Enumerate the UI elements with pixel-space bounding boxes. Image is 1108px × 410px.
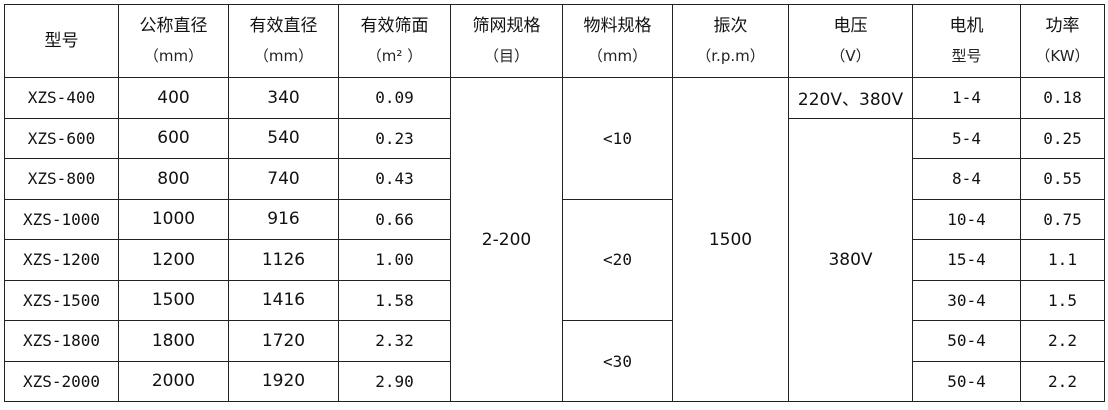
table-row: XZS-1800 1800 1720 2.32 <30 50-4 2.2 <box>4 320 1105 402</box>
header-effective-diameter: 有效直径 （mm） <box>228 4 339 78</box>
cell-effective-area: 0.66 <box>338 198 451 240</box>
table-row: XZS-2000 2000 1920 2.90 50-4 2.2 <box>4 360 1105 402</box>
cell-model: XZS-2000 <box>4 360 119 402</box>
table-row: XZS-800 800 740 0.43 8-4 0.55 <box>4 158 1105 200</box>
cell-nominal-diameter: 1000 <box>118 198 229 240</box>
cell-effective-diameter: 916 <box>228 198 339 240</box>
header-title: 有效筛面 <box>360 16 429 36</box>
header-title: 筛网规格 <box>472 16 541 36</box>
header-power: 功率 （KW） <box>1020 4 1105 78</box>
header-vibration: 振次 （r.p.m） <box>672 4 789 78</box>
header-unit: （mm） <box>143 47 204 65</box>
header-voltage: 电压 （V） <box>788 4 913 78</box>
cell-model: XZS-400 <box>4 77 119 119</box>
cell-voltage: 380V <box>788 117 913 402</box>
cell-material-spec: <30 <box>562 320 673 402</box>
cell-effective-area: 2.32 <box>338 320 451 362</box>
cell-material-spec: <10 <box>562 77 673 200</box>
table-row: XZS-400 400 340 0.09 2-200 <10 1500 220V、380V 1-… <box>4 77 1105 402</box>
cell-effective-area: 2.90 <box>338 360 451 402</box>
cell-model: XZS-1000 <box>4 198 119 240</box>
header-title: 功率 <box>1045 16 1080 36</box>
header-unit: （目） <box>483 47 529 65</box>
cell-model: XZS-1500 <box>4 279 119 321</box>
cell-power: 2.2 <box>1020 320 1105 362</box>
cell-motor-model: 50-4 <box>912 320 1021 362</box>
header-unit: （mm） <box>587 47 648 65</box>
header-unit: （V） <box>830 47 871 65</box>
header-unit: （m² ） <box>366 47 423 65</box>
cell-nominal-diameter: 1200 <box>118 239 229 281</box>
cell-motor-model: 8-4 <box>912 158 1021 200</box>
header-effective-area: 有效筛面 （m² ） <box>338 4 451 78</box>
cell-effective-area: 0.23 <box>338 117 451 159</box>
table-row: XZS-1500 1500 1416 1.58 30-4 1.5 <box>4 279 1105 321</box>
header-unit: 型号 <box>951 47 982 65</box>
cell-model: XZS-1200 <box>4 239 119 281</box>
header-title: 振次 <box>713 16 748 36</box>
header-motor-model: 电机 型号 <box>912 4 1021 78</box>
cell-effective-area: 0.43 <box>338 158 451 200</box>
spec-table: 型号 公称直径 （mm） 有效直径 （mm） 有效筛面 （m² ） 筛网规格 （目） 物料规格 （m… <box>4 4 1105 402</box>
cell-power: 0.55 <box>1020 158 1105 200</box>
header-nominal-diameter: 公称直径 （mm） <box>118 4 229 78</box>
header-mesh-spec: 筛网规格 （目） <box>450 4 563 78</box>
header-model: 型号 <box>4 4 119 78</box>
cell-power: 0.18 <box>1020 77 1105 119</box>
cell-effective-area: 1.58 <box>338 279 451 321</box>
table-row: XZS-600 600 540 0.23 380V 5-4 0.25 <box>4 117 1105 402</box>
header-material-spec: 物料规格 （mm） <box>562 4 673 78</box>
header-title: 电压 <box>833 16 868 36</box>
cell-model: XZS-600 <box>4 117 119 159</box>
cell-motor-model: 5-4 <box>912 117 1021 159</box>
cell-motor-model: 1-4 <box>912 77 1021 119</box>
cell-effective-area: 0.09 <box>338 77 451 119</box>
cell-nominal-diameter: 600 <box>118 117 229 159</box>
cell-effective-diameter: 540 <box>228 117 339 159</box>
cell-effective-diameter: 1920 <box>228 360 339 402</box>
cell-effective-area: 1.00 <box>338 239 451 281</box>
cell-motor-model: 30-4 <box>912 279 1021 321</box>
header-row: 型号 公称直径 （mm） 有效直径 （mm） 有效筛面 （m² ） 筛网规格 （目） 物料规格 （m… <box>4 4 1105 78</box>
cell-power: 0.25 <box>1020 117 1105 159</box>
cell-nominal-diameter: 1500 <box>118 279 229 321</box>
header-title: 电机 <box>949 16 984 36</box>
cell-power: 0.75 <box>1020 198 1105 240</box>
cell-vibration: 1500 <box>672 77 789 402</box>
cell-model: XZS-800 <box>4 158 119 200</box>
cell-nominal-diameter: 1800 <box>118 320 229 362</box>
header-title: 型号 <box>44 31 79 51</box>
cell-motor-model: 50-4 <box>912 360 1021 402</box>
cell-motor-model: 10-4 <box>912 198 1021 240</box>
header-title: 物料规格 <box>583 16 652 36</box>
cell-model: XZS-1800 <box>4 320 119 362</box>
cell-effective-diameter: 1126 <box>228 239 339 281</box>
header-title: 有效直径 <box>249 16 318 36</box>
cell-effective-diameter: 740 <box>228 158 339 200</box>
table-row: XZS-1200 1200 1126 1.00 15-4 1.1 <box>4 239 1105 281</box>
header-unit: （r.p.m） <box>696 47 765 65</box>
cell-nominal-diameter: 800 <box>118 158 229 200</box>
cell-nominal-diameter: 400 <box>118 77 229 119</box>
cell-effective-diameter: 1416 <box>228 279 339 321</box>
cell-nominal-diameter: 2000 <box>118 360 229 402</box>
cell-motor-model: 15-4 <box>912 239 1021 281</box>
cell-power: 1.1 <box>1020 239 1105 281</box>
cell-material-spec: <20 <box>562 198 673 321</box>
header-unit: （mm） <box>253 47 314 65</box>
header-unit: （KW） <box>1035 47 1090 65</box>
table-row: XZS-1000 1000 916 0.66 <20 10-4 0.75 <box>4 198 1105 321</box>
cell-effective-diameter: 1720 <box>228 320 339 362</box>
cell-power: 1.5 <box>1020 279 1105 321</box>
cell-mesh-spec: 2-200 <box>450 77 563 402</box>
cell-effective-diameter: 340 <box>228 77 339 119</box>
header-title: 公称直径 <box>139 16 208 36</box>
cell-voltage: 220V、380V <box>788 77 913 119</box>
cell-power: 2.2 <box>1020 360 1105 402</box>
